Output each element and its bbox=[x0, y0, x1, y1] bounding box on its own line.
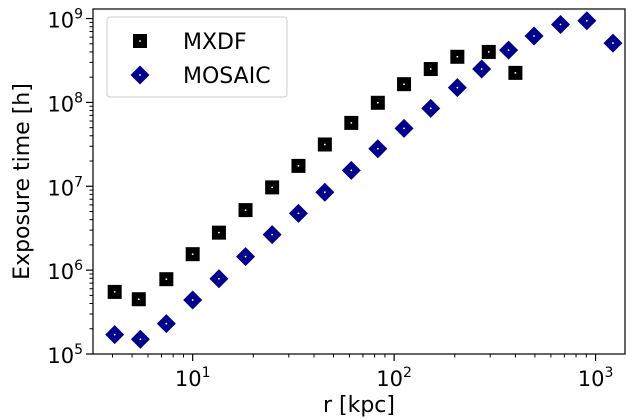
marker-center-dot bbox=[244, 255, 247, 258]
marker-center-dot bbox=[323, 143, 326, 146]
marker-center-dot bbox=[533, 35, 535, 37]
marker-center-dot bbox=[350, 121, 353, 124]
marker-center-dot bbox=[271, 233, 274, 236]
marker-center-dot bbox=[487, 51, 490, 53]
marker-center-dot bbox=[218, 277, 220, 280]
marker-center-dot bbox=[376, 101, 379, 104]
x-tick-label: 102 bbox=[376, 365, 412, 391]
marker-center-dot bbox=[612, 42, 614, 44]
y-axis-label: Exposure time [h] bbox=[10, 83, 35, 280]
marker-center-dot bbox=[271, 186, 274, 189]
marker-center-dot bbox=[429, 107, 432, 110]
legend-box bbox=[106, 16, 288, 98]
x-axis-label: r [kpc] bbox=[323, 393, 395, 418]
marker-center-dot bbox=[456, 55, 459, 58]
y-tick-label: 105 bbox=[47, 342, 83, 368]
marker-center-dot bbox=[137, 298, 140, 301]
x-tick-label: 101 bbox=[175, 365, 211, 391]
series-mxdf bbox=[107, 44, 523, 307]
series-mosaic bbox=[105, 11, 623, 349]
marker-center-dot bbox=[350, 169, 353, 172]
plot-markers bbox=[105, 11, 623, 349]
marker-center-dot bbox=[514, 71, 517, 74]
axis-ticks: 101 102 103 105 106 107 108 109 bbox=[47, 7, 613, 391]
y-tick-label: 106 bbox=[47, 258, 83, 284]
marker-center-dot bbox=[218, 231, 220, 234]
legend-entry: MOSAIC bbox=[130, 64, 271, 89]
marker-center-dot bbox=[507, 49, 510, 52]
marker-center-dot bbox=[244, 209, 247, 211]
legend: MXDF MOSAIC bbox=[106, 16, 288, 98]
marker-center-dot bbox=[585, 19, 588, 22]
marker-center-dot bbox=[139, 338, 142, 341]
y-tick-label: 107 bbox=[47, 174, 83, 200]
marker-center-dot bbox=[559, 23, 562, 26]
legend-label: MOSAIC bbox=[183, 64, 271, 89]
marker-center-dot bbox=[139, 74, 141, 76]
marker-center-dot bbox=[403, 127, 405, 130]
marker-center-dot bbox=[139, 40, 141, 42]
marker-center-dot bbox=[297, 212, 300, 215]
x-tick-label: 103 bbox=[578, 365, 614, 391]
marker-center-dot bbox=[456, 86, 459, 89]
marker-center-dot bbox=[429, 68, 432, 70]
marker-center-dot bbox=[113, 291, 116, 293]
marker-center-dot bbox=[376, 147, 379, 150]
marker-center-dot bbox=[191, 253, 194, 256]
marker-center-dot bbox=[165, 278, 168, 281]
y-tick-label: 109 bbox=[47, 7, 83, 33]
marker-center-dot bbox=[191, 299, 194, 301]
marker-center-dot bbox=[403, 83, 405, 86]
marker-center-dot bbox=[165, 322, 168, 325]
legend-entry: MXDF bbox=[133, 30, 247, 55]
legend-label: MXDF bbox=[183, 30, 247, 55]
marker-center-dot bbox=[323, 191, 326, 194]
marker-center-dot bbox=[297, 164, 300, 167]
plot-frame bbox=[92, 8, 626, 355]
marker-center-dot bbox=[113, 333, 116, 336]
marker-center-dot bbox=[480, 68, 483, 70]
y-tick-label: 108 bbox=[47, 90, 83, 116]
